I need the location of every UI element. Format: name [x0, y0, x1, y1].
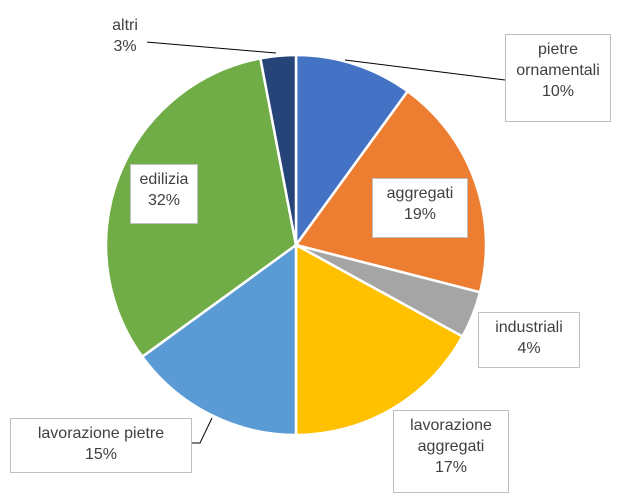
data-label: edilizia 32% [130, 164, 198, 224]
value-label: 19% [403, 206, 437, 223]
data-label: altri 3% [103, 14, 147, 72]
data-label: lavorazione pietre 15% [10, 418, 192, 473]
data-label: aggregati 19% [372, 178, 468, 238]
value-label: 15% [84, 446, 118, 463]
category-label: edilizia [139, 171, 189, 188]
pie-slice [258, 53, 298, 246]
category-label: altri [112, 17, 138, 34]
category-label: aggregati [386, 185, 454, 202]
value-label: 17% [434, 459, 468, 476]
category-label: lavorazione aggregati [410, 417, 492, 455]
value-label: 4% [517, 340, 541, 357]
value-label: 3% [113, 38, 137, 55]
pie-slice [140, 242, 298, 437]
data-label: lavorazione aggregati 17% [393, 410, 509, 493]
category-label: pietre ornamentali [516, 41, 600, 79]
leader-line [192, 417, 213, 444]
pie-slice [294, 53, 410, 249]
data-label: pietre ornamentali 10% [505, 34, 611, 122]
category-label: lavorazione pietre [37, 425, 165, 442]
value-label: 32% [147, 192, 181, 209]
leader-line [145, 41, 277, 54]
pie-slice [104, 56, 298, 359]
category-label: industriali [495, 319, 563, 336]
data-label: industriali 4% [478, 312, 580, 368]
leader-line [344, 59, 506, 81]
value-label: 10% [541, 83, 575, 100]
pie-slice [294, 242, 465, 437]
